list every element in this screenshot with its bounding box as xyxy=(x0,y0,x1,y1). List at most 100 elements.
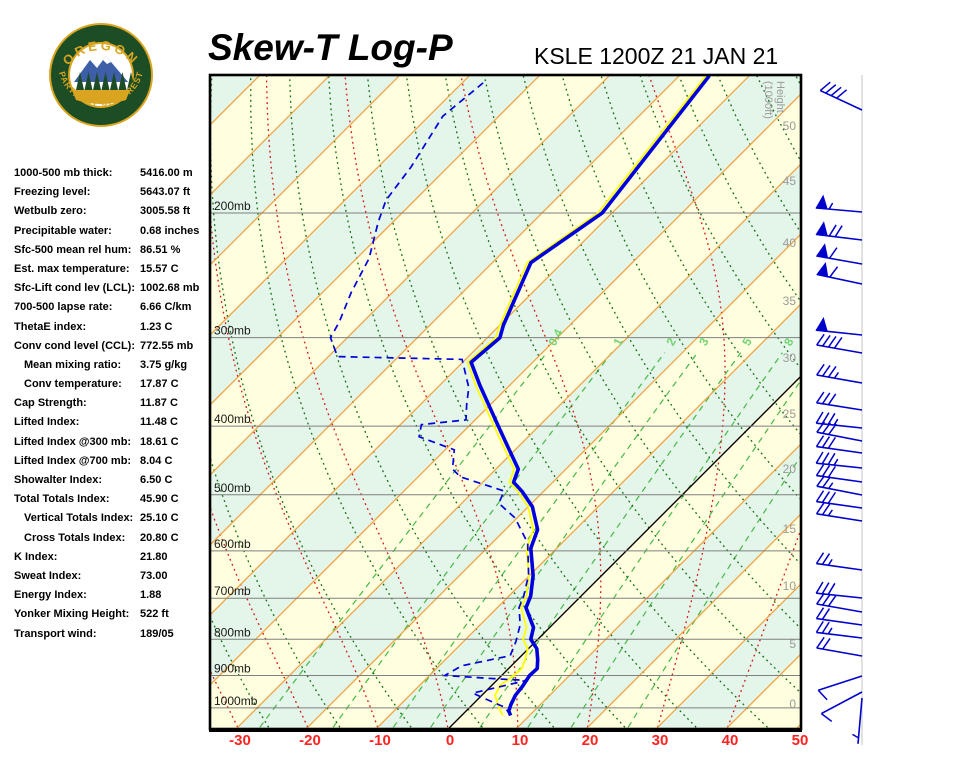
wind-barb-half xyxy=(833,418,839,426)
wind-barb-full xyxy=(816,421,826,433)
pressure-label: 300mb xyxy=(214,324,251,338)
wind-barb xyxy=(815,243,863,265)
index-row: Wetbulb zero: 3005.58 ft xyxy=(14,202,210,221)
wind-barb-full xyxy=(815,435,825,448)
seal-snowcap xyxy=(103,56,111,64)
isotherm-line xyxy=(211,76,540,405)
station-datetime: KSLE 1200Z 21 JAN 21 xyxy=(534,43,779,69)
wind-barb-full xyxy=(820,712,833,723)
wetbulb-trace xyxy=(466,76,707,716)
wind-barb xyxy=(816,592,863,613)
isotherm-line xyxy=(796,724,800,728)
wind-barb xyxy=(815,552,863,571)
wind-barb-half xyxy=(827,509,833,517)
index-label: Precipitable water: xyxy=(14,224,112,237)
index-value: 1.23 C xyxy=(140,320,173,333)
index-row: Precipitable water: 0.68 inches xyxy=(14,222,210,241)
index-value: 3005.58 ft xyxy=(140,205,191,218)
index-label: Cross Totals Index: xyxy=(24,531,126,544)
temperature-trace xyxy=(469,76,711,717)
dry-adiabat xyxy=(80,69,197,728)
wind-barb-flag xyxy=(815,221,828,237)
height-label: 20 xyxy=(783,462,797,476)
wind-barb xyxy=(815,607,863,626)
index-value: 8.04 C xyxy=(140,454,173,467)
sounding-indices-panel: 1000-500 mb thick: 5416.00 m Freezing leve… xyxy=(14,164,210,644)
wind-barb xyxy=(816,636,863,657)
index-row: Cap Strength: 11.87 C xyxy=(14,394,210,413)
temp-axis-label: 50 xyxy=(792,732,809,749)
index-value: 772.55 mb xyxy=(140,339,194,352)
temp-axis-label: -30 xyxy=(229,732,251,749)
wind-barb xyxy=(815,502,863,522)
index-row: Vertical Totals Index: 25.10 C xyxy=(14,509,210,528)
wind-barb-full xyxy=(816,592,825,605)
wind-barb-staff xyxy=(816,402,863,411)
wind-barb-full xyxy=(821,637,831,650)
index-value: 5643.07 ft xyxy=(140,186,191,199)
moist-adiabat xyxy=(211,214,379,728)
dry-adiabat xyxy=(211,76,412,728)
temp-axis-label: 30 xyxy=(652,732,669,749)
wind-barb-staff xyxy=(816,631,863,639)
index-label: Wetbulb zero: xyxy=(14,205,87,218)
wind-barb xyxy=(815,221,863,241)
wind-barb-full xyxy=(821,452,830,465)
wind-barb xyxy=(816,333,863,354)
wind-barb-full xyxy=(817,689,828,701)
index-row: Sfc-Lift cond lev (LCL): 1002.68 mb xyxy=(14,279,210,298)
wind-barb-half xyxy=(827,627,833,635)
wind-barb-full xyxy=(827,412,836,425)
index-value: 73.00 xyxy=(140,569,168,582)
wind-barb-full xyxy=(815,552,825,565)
index-value: 1002.68 mb xyxy=(140,282,200,295)
index-row: Energy Index: 1.88 xyxy=(14,586,210,605)
height-label: 15 xyxy=(783,522,797,536)
wind-barb-staff xyxy=(857,697,863,744)
index-value: 6.50 C xyxy=(140,474,173,486)
pressure-label: 400mb xyxy=(214,412,251,426)
isotherm-line xyxy=(516,444,800,728)
wind-barb-full xyxy=(816,636,825,649)
wind-barb-full xyxy=(815,581,824,594)
temp-axis-label: 0 xyxy=(446,732,454,749)
moist-adiabat xyxy=(265,76,449,728)
wind-barb xyxy=(816,475,863,496)
pressure-label: 800mb xyxy=(214,625,251,639)
wind-barb-full xyxy=(827,452,836,465)
wind-barb-flag xyxy=(815,194,828,210)
isotherm-line xyxy=(236,164,800,728)
index-row: Cross Totals Index: 20.80 C xyxy=(14,529,210,548)
index-label: Yonker Mixing Height: xyxy=(14,608,130,621)
index-label: Showalter Index: xyxy=(14,474,103,486)
height-axis-title: Height(1000ft) xyxy=(762,81,786,119)
wind-barb-staff xyxy=(816,647,863,657)
wind-barb-staff xyxy=(816,603,863,613)
moist-adiabat xyxy=(60,69,168,728)
temp-axis-label: 10 xyxy=(512,732,529,749)
isotherm-line xyxy=(211,76,680,545)
seal-ground xyxy=(72,90,130,104)
wind-barb-half xyxy=(833,458,839,466)
index-label: 700-500 lapse rate: xyxy=(14,301,113,314)
index-row: Freezing level: 5643.07 ft xyxy=(14,183,210,202)
dry-adiabat xyxy=(522,76,800,565)
wind-barb xyxy=(815,620,863,639)
wind-barb-half xyxy=(828,482,834,489)
wind-barb-full xyxy=(827,436,837,449)
wind-barb-full xyxy=(815,620,824,633)
wind-barb-full xyxy=(821,465,831,477)
index-value: 21.80 xyxy=(140,550,168,563)
wind-barb-full xyxy=(815,451,824,464)
wind-barb-full xyxy=(828,224,837,237)
wind-barb-staff xyxy=(816,513,863,522)
temp-axis-label: 20 xyxy=(582,732,599,749)
index-value: 86.51 % xyxy=(140,243,181,256)
wind-barb-staff xyxy=(821,691,863,715)
index-label: Total Totals Index: xyxy=(14,493,110,506)
wind-barb-staff xyxy=(816,445,863,454)
wind-barb xyxy=(815,316,863,336)
index-label: Mean mixing ratio: xyxy=(24,358,122,371)
wind-barb xyxy=(816,262,863,285)
index-row: Yonker Mixing Height: 522 ft xyxy=(14,605,210,624)
